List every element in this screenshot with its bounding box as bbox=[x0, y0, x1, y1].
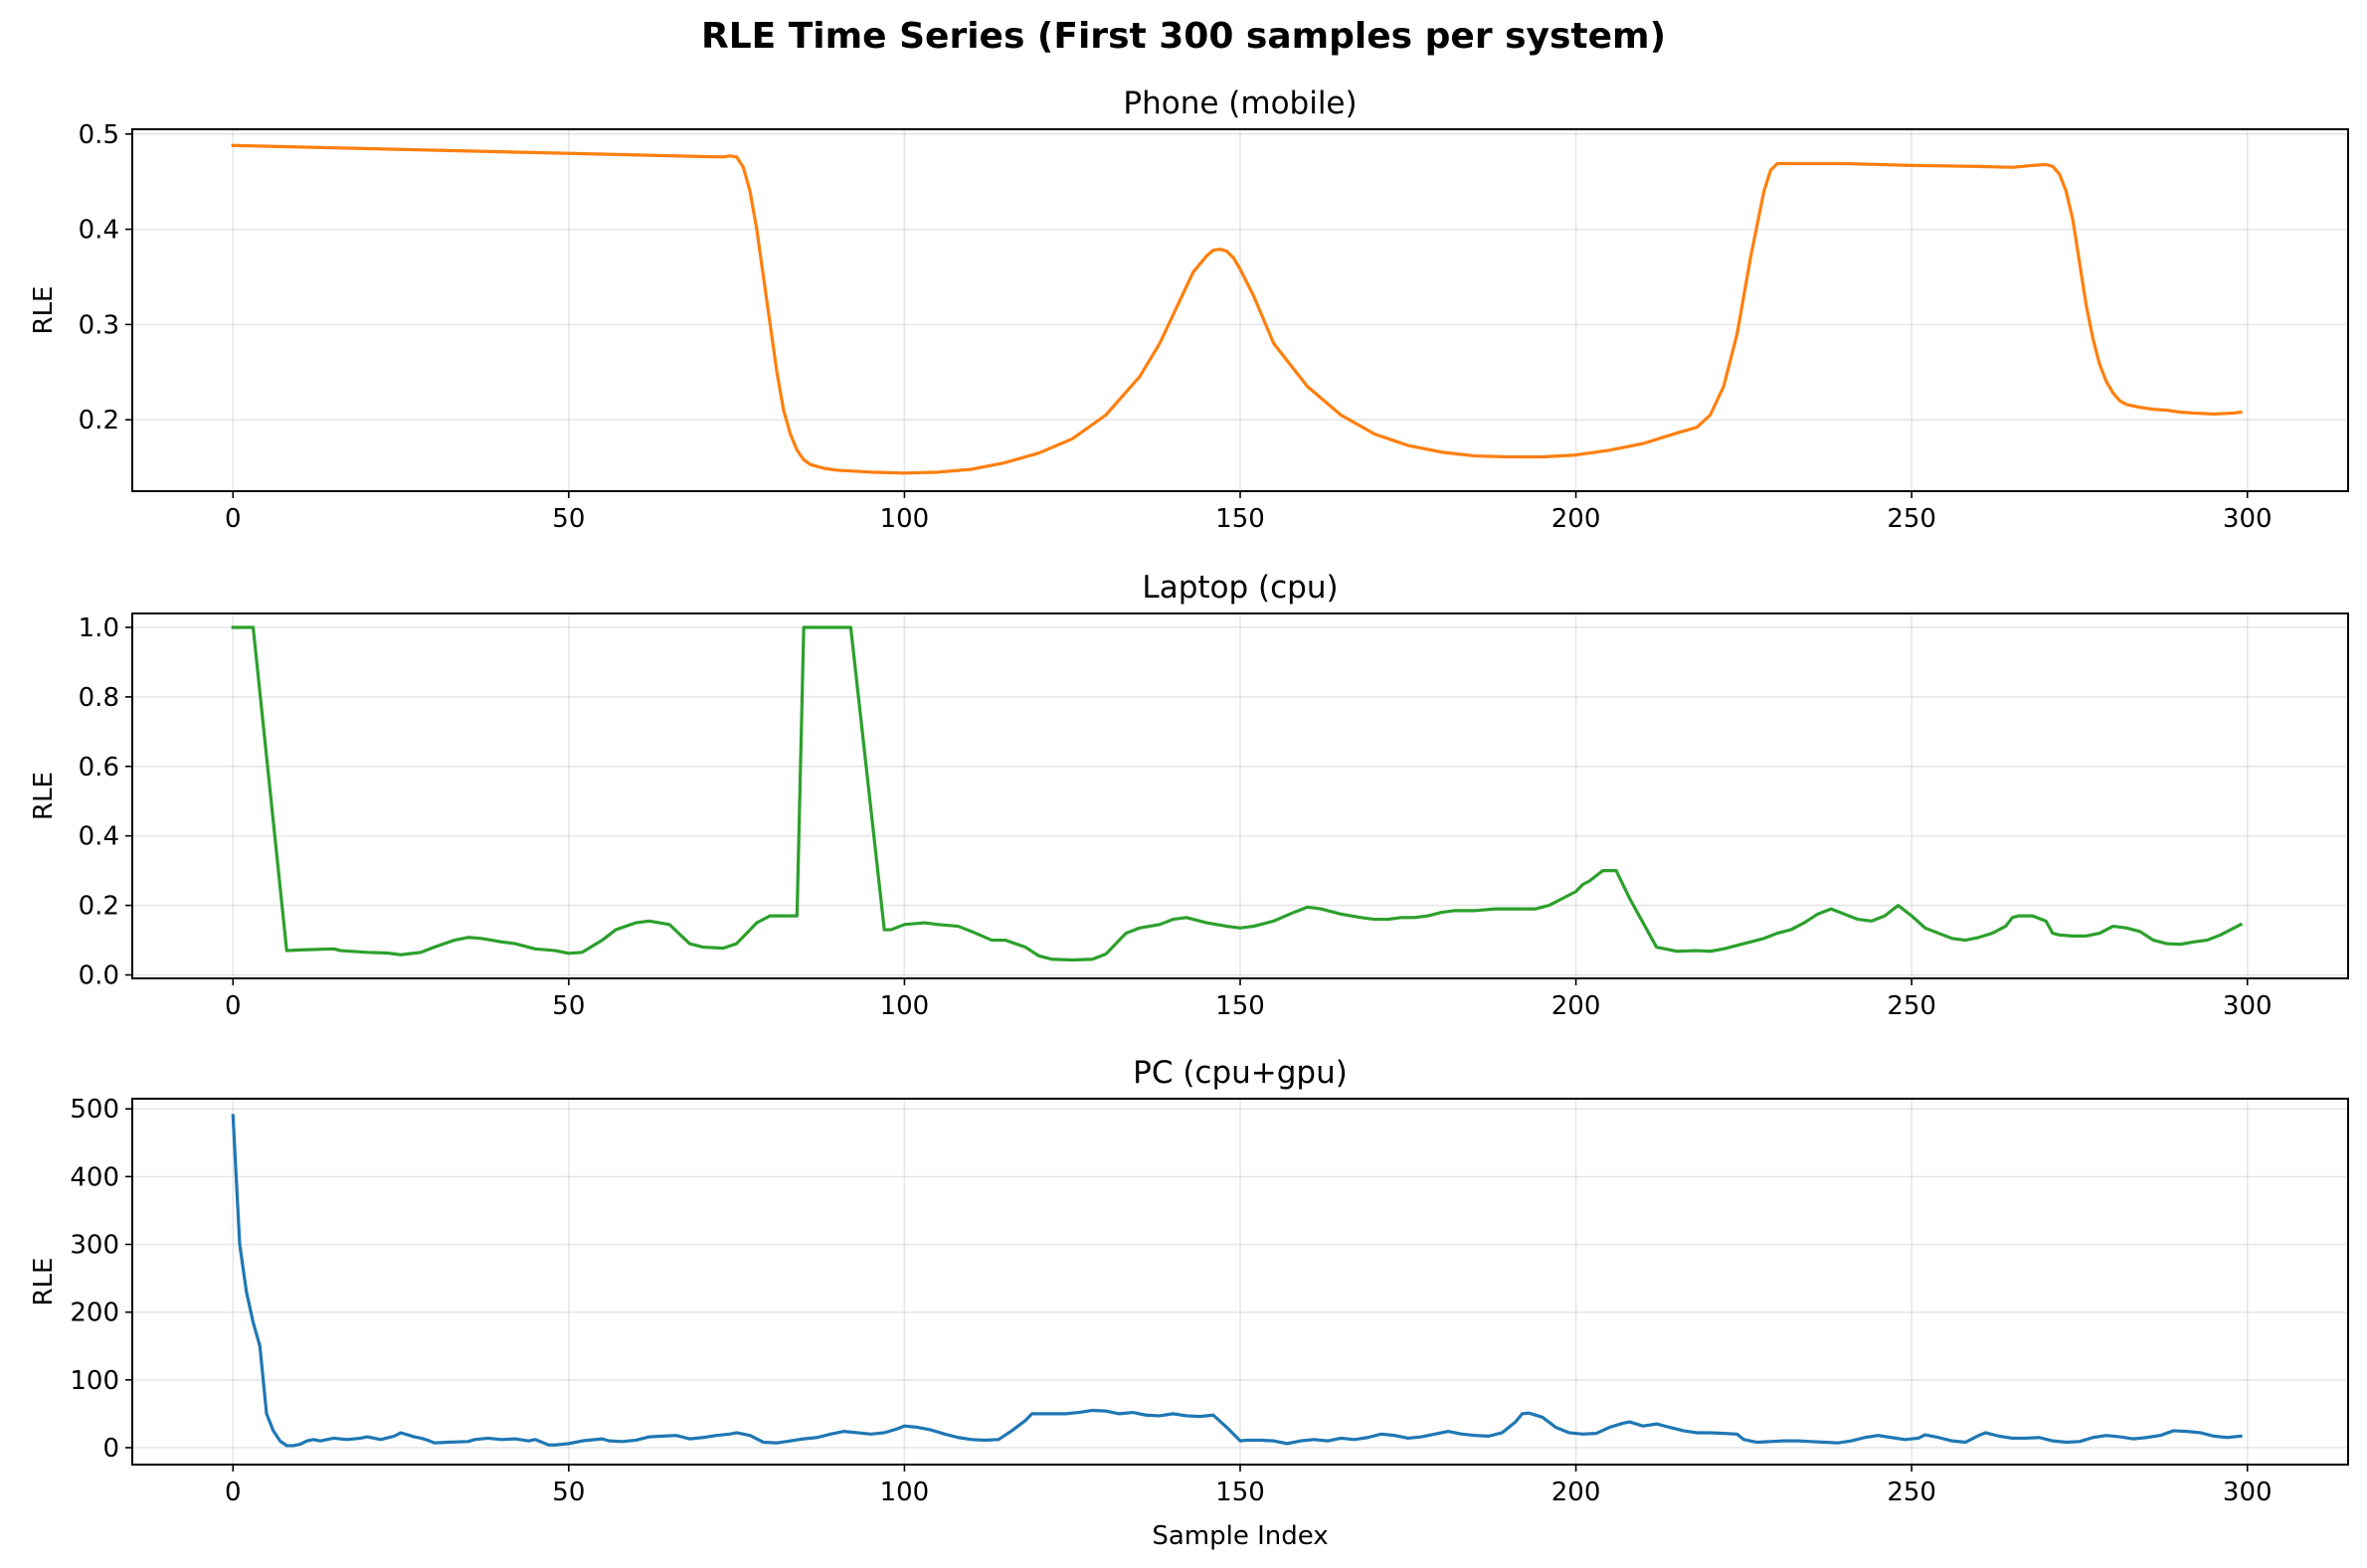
phone-series-line bbox=[231, 143, 2243, 475]
pc-xtick-label-4: 200 bbox=[1551, 1478, 1601, 1507]
phone-xtick-label-0: 0 bbox=[225, 504, 242, 534]
laptop-xtick-label-5: 250 bbox=[1887, 991, 1936, 1021]
pc-xtick-label-0: 0 bbox=[225, 1478, 242, 1507]
laptop-ytick-label-2: 0.4 bbox=[79, 822, 119, 852]
laptop-ytick-label-5: 1.0 bbox=[79, 613, 119, 643]
laptop-xtick-label-4: 200 bbox=[1551, 991, 1601, 1021]
phone-xtick-label-2: 100 bbox=[880, 504, 930, 534]
pc-ylabel: RLE bbox=[29, 1258, 59, 1307]
figure-title: RLE Time Series (First 300 samples per s… bbox=[701, 16, 1666, 57]
pc-ytick-label-0: 0 bbox=[102, 1434, 119, 1464]
laptop-ytick-label-1: 0.2 bbox=[79, 892, 119, 922]
laptop-series-line bbox=[231, 625, 2244, 962]
phone-ytick-label-0: 0.2 bbox=[79, 406, 119, 436]
phone-xtick-label-3: 150 bbox=[1215, 504, 1265, 534]
pc-xtick-label-6: 300 bbox=[2223, 1478, 2273, 1507]
phone-ylabel: RLE bbox=[29, 286, 59, 335]
laptop-xtick-label-3: 150 bbox=[1215, 991, 1265, 1021]
laptop-ylabel: RLE bbox=[29, 772, 59, 820]
pc-series-line bbox=[231, 1114, 2243, 1448]
phone-subplot-title: Phone (mobile) bbox=[1123, 86, 1357, 121]
pc-xtick-label-2: 100 bbox=[880, 1478, 930, 1507]
pc-xtick-label-1: 50 bbox=[552, 1478, 585, 1507]
laptop-xtick-label-6: 300 bbox=[2223, 991, 2273, 1021]
phone-xtick-label-6: 300 bbox=[2223, 504, 2273, 534]
pc-subplot: 0 50 100 150 200 250 300 0 100 200 300 400 500 PC (cp… bbox=[29, 1055, 2349, 1551]
laptop-xtick-label-2: 100 bbox=[880, 991, 930, 1021]
laptop-ytick-label-3: 0.6 bbox=[79, 753, 119, 783]
pc-xtick-label-5: 250 bbox=[1887, 1478, 1936, 1507]
pc-ytick-label-1: 100 bbox=[70, 1366, 119, 1396]
phone-xtick-label-1: 50 bbox=[552, 504, 585, 534]
laptop-ytick-label-4: 0.8 bbox=[79, 683, 119, 713]
pc-ytick-label-4: 400 bbox=[70, 1162, 119, 1192]
laptop-subplot: 0 50 100 150 200 250 300 0.0 0.2 0.4 0.6 0.8 1.0 Lapt… bbox=[29, 570, 2349, 1021]
phone-ytick-label-1: 0.3 bbox=[79, 310, 119, 340]
phone-xtick-label-4: 200 bbox=[1551, 504, 1601, 534]
laptop-ytick-label-0: 0.0 bbox=[79, 961, 119, 991]
phone-ytick-label-3: 0.5 bbox=[79, 120, 119, 150]
laptop-subplot-title: Laptop (cpu) bbox=[1142, 570, 1338, 606]
pc-xlabel: Sample Index bbox=[1152, 1521, 1328, 1551]
pc-ytick-label-5: 500 bbox=[70, 1095, 119, 1125]
phone-ytick-label-2: 0.4 bbox=[79, 216, 119, 246]
pc-ytick-label-2: 200 bbox=[70, 1299, 119, 1328]
phone-subplot: 0 50 100 150 200 250 300 0.2 0.3 0.4 0.5 Phone (mob… bbox=[29, 86, 2349, 534]
laptop-xtick-label-1: 50 bbox=[552, 991, 585, 1021]
pc-subplot-title: PC (cpu+gpu) bbox=[1133, 1055, 1348, 1091]
pc-ytick-label-3: 300 bbox=[70, 1231, 119, 1261]
laptop-xtick-label-0: 0 bbox=[225, 991, 242, 1021]
pc-xtick-label-3: 150 bbox=[1215, 1478, 1265, 1507]
phone-xtick-label-5: 250 bbox=[1887, 504, 1936, 534]
